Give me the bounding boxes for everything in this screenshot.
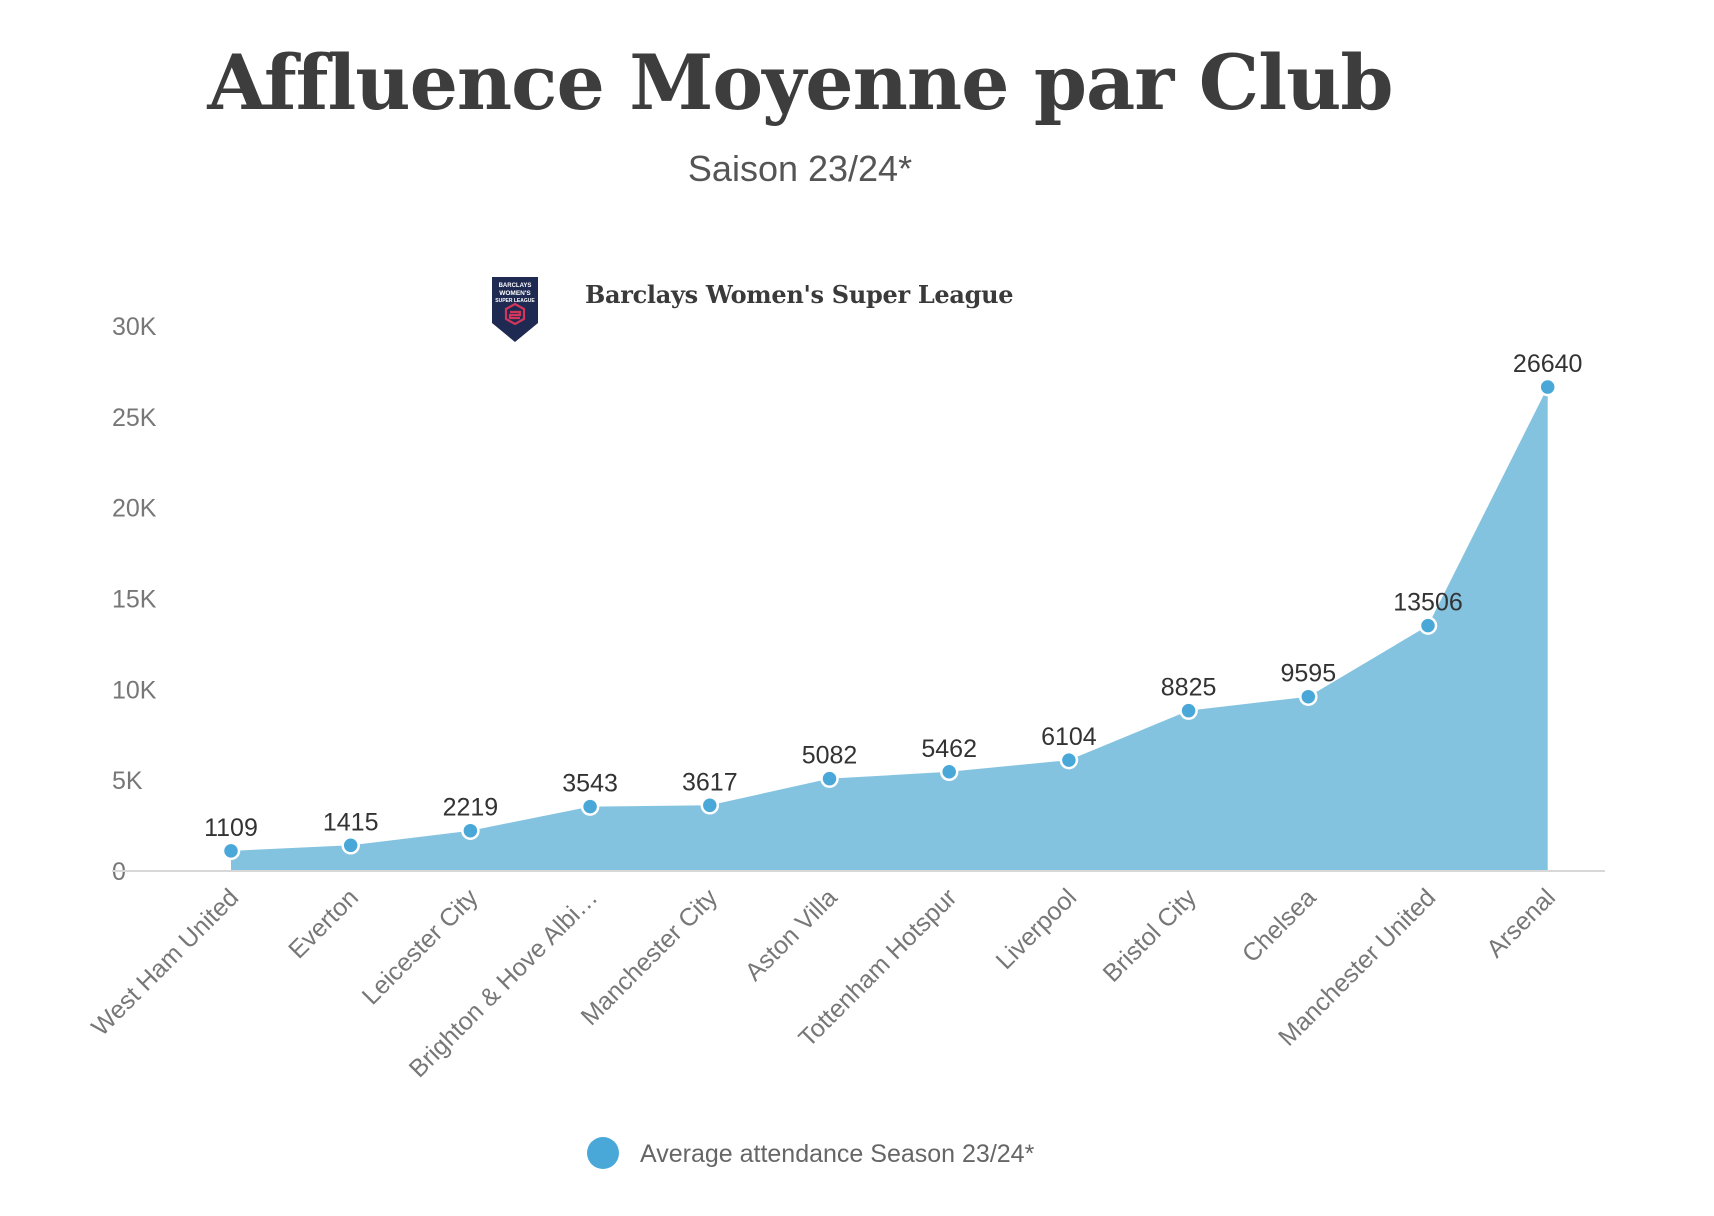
y-tick-label: 20K — [112, 495, 157, 523]
data-label: 2219 — [443, 794, 499, 822]
data-label: 1109 — [204, 814, 258, 842]
data-label: 9595 — [1280, 660, 1336, 688]
chart-subtitle: Saison 23/24* — [687, 148, 913, 189]
chart-title: Affluence Moyenne par Club — [207, 38, 1393, 127]
x-tick-label: West Ham United — [86, 883, 244, 1041]
data-point — [221, 841, 241, 861]
logo-line-2: WOMEN'S — [499, 290, 531, 297]
y-tick-label: 30K — [112, 313, 157, 341]
data-label: 3543 — [562, 770, 618, 798]
y-tick-label: 5K — [112, 767, 143, 795]
legend: Average attendance Season 23/24* — [587, 1137, 1035, 1169]
logo-line-1: BARCLAYS — [499, 283, 532, 289]
y-tick-label: 25K — [112, 404, 157, 432]
data-label: 5462 — [921, 735, 977, 763]
data-label: 1415 — [323, 808, 379, 836]
data-point — [820, 769, 839, 788]
data-label: 26640 — [1513, 350, 1583, 378]
data-point — [1059, 750, 1079, 770]
data-label: 6104 — [1041, 723, 1097, 751]
legend-marker — [587, 1137, 619, 1169]
y-tick-label: 10K — [112, 676, 157, 704]
data-point — [1418, 616, 1438, 635]
series-area — [231, 387, 1548, 871]
data-label: 8825 — [1161, 674, 1217, 702]
y-tick-label: 15K — [112, 586, 157, 614]
data-point — [461, 821, 480, 840]
data-point — [939, 762, 959, 782]
logo-line-3: SUPER LEAGUE — [495, 298, 535, 304]
x-tick-label: Bristol City — [1098, 883, 1203, 988]
data-label: 13506 — [1393, 589, 1463, 617]
legend-label: Average attendance Season 23/24* — [640, 1140, 1035, 1168]
data-point — [580, 797, 600, 816]
logo-emblem-icon — [504, 302, 526, 326]
league-name: Barclays Women's Super League — [585, 280, 1014, 309]
x-tick-label: Liverpool — [991, 883, 1083, 975]
x-tick-label: Aston Villa — [740, 883, 843, 986]
x-tick-label: Everton — [283, 883, 364, 964]
data-label: 5082 — [802, 742, 858, 770]
x-tick-label: Leicester City — [357, 883, 484, 1010]
data-point — [1538, 377, 1557, 397]
data-label: 3617 — [682, 768, 738, 796]
x-tick-label: Chelsea — [1237, 883, 1322, 968]
logo-shield-shape — [492, 277, 538, 342]
barclays-wsl-logo: BARCLAYS WOMEN'S SUPER LEAGUE — [492, 277, 538, 342]
data-point — [1299, 687, 1318, 706]
data-point — [341, 836, 360, 855]
x-tick-label: Arsenal — [1481, 883, 1561, 963]
data-point — [1179, 701, 1198, 720]
data-point — [700, 796, 720, 815]
